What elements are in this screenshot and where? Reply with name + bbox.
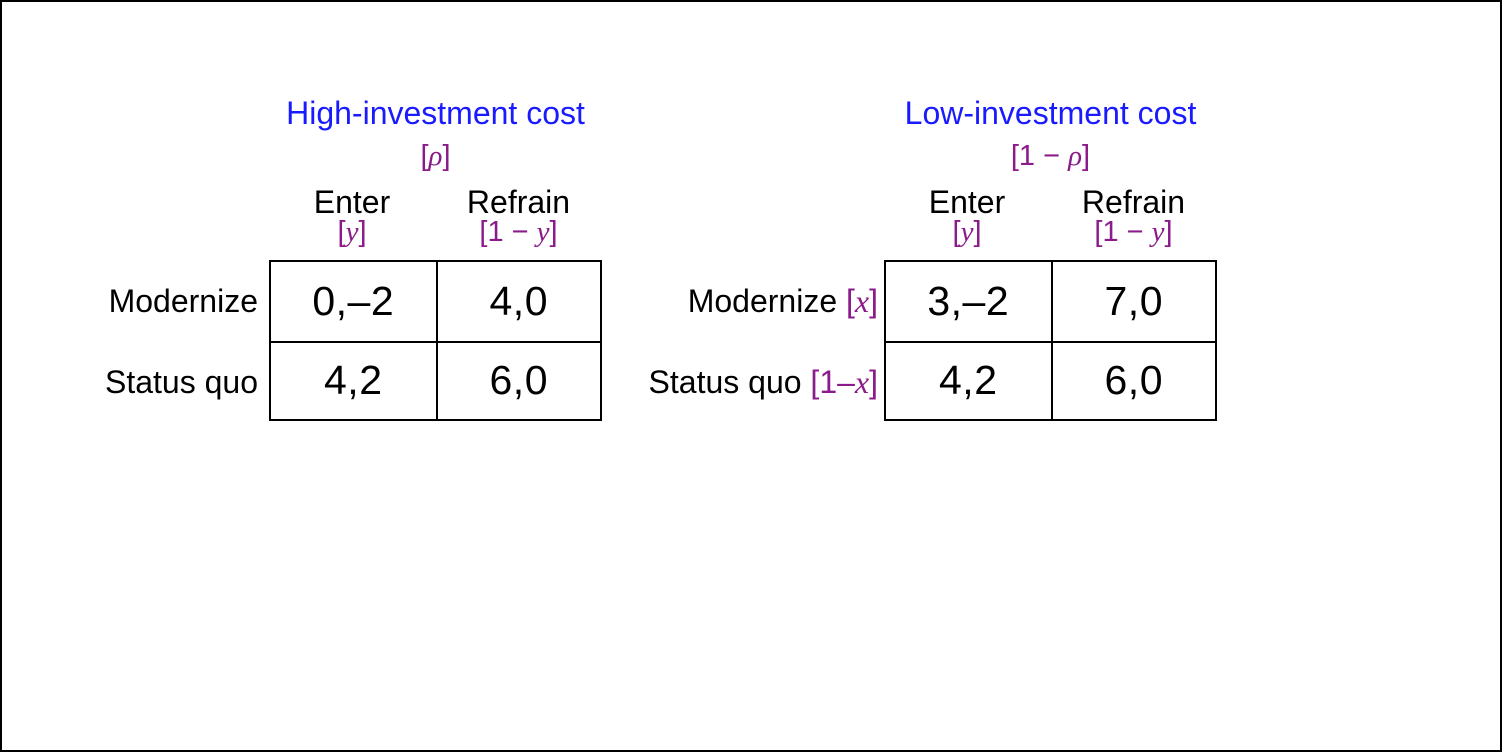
column-header-enter: Enter bbox=[313, 184, 391, 220]
row-label-text: Modernize bbox=[687, 283, 838, 319]
row-label-status-quo: Status quo bbox=[42, 366, 258, 398]
prob-pre: [1– bbox=[801, 364, 855, 400]
payoff-matrix-high-investment: 0,–2 4,0 4,2 6,0 bbox=[269, 260, 602, 421]
column-header-refrain: Refrain bbox=[466, 184, 571, 220]
prob-var: y bbox=[536, 216, 550, 248]
prob-post: ] bbox=[549, 216, 558, 248]
prob-var: y bbox=[1151, 216, 1165, 248]
nature-probability-low: [1 − ρ] bbox=[884, 141, 1217, 172]
game-title-low-investment: Low-investment cost bbox=[904, 95, 1197, 131]
prob-pre: [ bbox=[420, 140, 429, 172]
prob-var: x bbox=[854, 364, 870, 400]
row-label-modernize: Modernize [x] bbox=[562, 285, 878, 317]
prob-post: ] bbox=[869, 364, 878, 400]
prob-var: x bbox=[854, 283, 870, 319]
payoff-cell: 4,0 bbox=[435, 262, 601, 341]
payoff-matrix-low-investment: 3,–2 7,0 4,2 6,0 bbox=[884, 260, 1217, 421]
payoff-cell: 6,0 bbox=[1050, 340, 1215, 419]
row-label-status-quo: Status quo [1–x] bbox=[562, 366, 878, 398]
payoff-cell: 3,–2 bbox=[927, 277, 1010, 324]
row-prob: [x] bbox=[837, 283, 878, 319]
column-header-enter: Enter bbox=[928, 184, 1006, 220]
row-label-text: Status quo bbox=[105, 364, 258, 400]
prob-post: ] bbox=[358, 216, 367, 248]
prob-post: ] bbox=[869, 283, 878, 319]
payoff-cell: 7,0 bbox=[1050, 262, 1216, 341]
prob-var: ρ bbox=[428, 140, 443, 172]
payoff-cell: 6,0 bbox=[435, 340, 600, 419]
game-title-high-investment: High-investment cost bbox=[286, 95, 585, 131]
prob-pre: [ bbox=[837, 283, 855, 319]
payoff-cell: 0,–2 bbox=[312, 277, 395, 324]
prob-pre: [1 − bbox=[479, 216, 537, 248]
prob-pre: [ bbox=[952, 216, 961, 248]
column-probability-refrain: [1 − y] bbox=[435, 217, 602, 248]
prob-post: ] bbox=[1164, 216, 1173, 248]
payoff-cell: 4,2 bbox=[271, 340, 436, 420]
prob-var: ρ bbox=[1068, 140, 1083, 172]
prob-var: y bbox=[345, 216, 359, 248]
prob-post: ] bbox=[1082, 140, 1091, 172]
row-label-text: Modernize bbox=[108, 283, 258, 319]
nature-probability-high: [ρ] bbox=[269, 141, 602, 172]
column-probability-enter: [y] bbox=[884, 217, 1050, 248]
column-header-refrain: Refrain bbox=[1081, 184, 1186, 220]
row-prob: [1–x] bbox=[802, 364, 878, 400]
prob-pre: [1 − bbox=[1094, 216, 1152, 248]
column-probability-refrain: [1 − y] bbox=[1050, 217, 1217, 248]
prob-var: y bbox=[960, 216, 974, 248]
column-probability-enter: [y] bbox=[269, 217, 435, 248]
row-label-text: Status quo bbox=[648, 364, 802, 400]
prob-post: ] bbox=[973, 216, 982, 248]
prob-post: ] bbox=[442, 140, 451, 172]
prob-pre: [ bbox=[337, 216, 346, 248]
prob-pre: [1 − bbox=[1010, 140, 1069, 172]
payoff-cell: 4,2 bbox=[886, 340, 1051, 420]
row-label-modernize: Modernize bbox=[42, 285, 258, 317]
